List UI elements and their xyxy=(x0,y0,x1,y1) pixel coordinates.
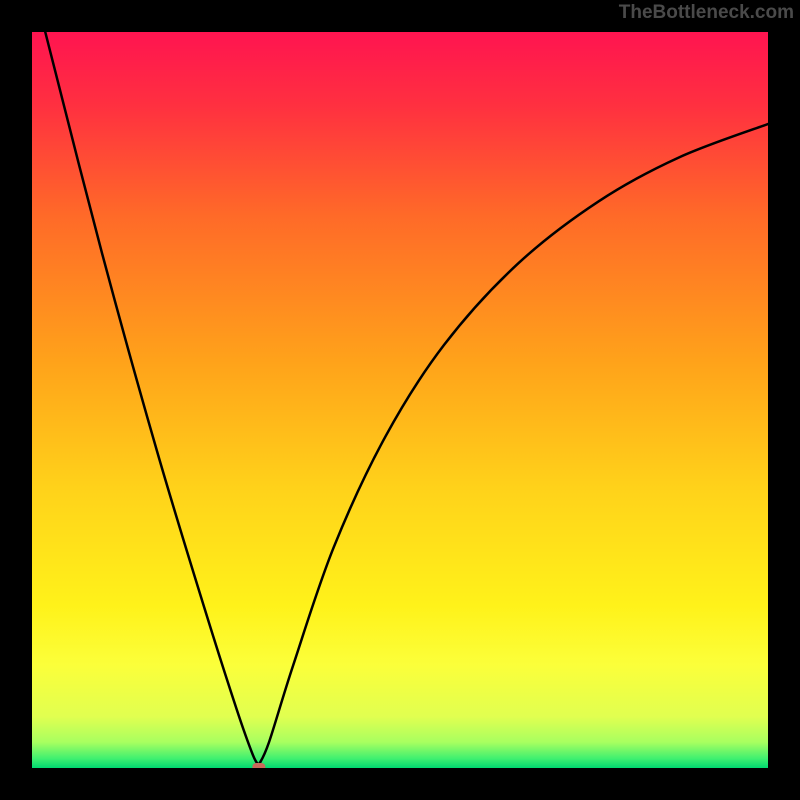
plot-area xyxy=(32,32,768,768)
curve-left-path xyxy=(45,32,258,765)
curve-right-path xyxy=(259,124,768,765)
watermark-text: TheBottleneck.com xyxy=(619,2,794,24)
chart-frame: TheBottleneck.com xyxy=(0,0,800,800)
dip-marker xyxy=(252,763,265,768)
bottleneck-curve xyxy=(32,32,768,768)
